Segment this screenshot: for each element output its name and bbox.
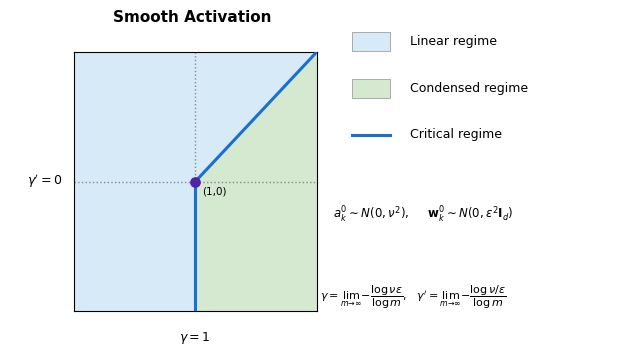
Text: Condensed regime: Condensed regime (410, 82, 528, 95)
Point (190, 179, 200, 184)
Polygon shape (195, 52, 317, 311)
Polygon shape (74, 52, 317, 311)
FancyBboxPatch shape (352, 79, 390, 98)
Text: (1,0): (1,0) (202, 186, 227, 197)
Text: Linear regime: Linear regime (410, 35, 497, 48)
Text: $\gamma' = 0$: $\gamma' = 0$ (28, 173, 63, 190)
Text: $\gamma = 1$: $\gamma = 1$ (179, 330, 211, 346)
Text: $a_k^0 \sim N(0, \nu^2)$,     $\mathbf{w}_k^0 \sim N(0, \epsilon^2\mathbf{I}_d)$: $a_k^0 \sim N(0, \nu^2)$, $\mathbf{w}_k^… (333, 204, 513, 225)
Text: Critical regime: Critical regime (410, 128, 502, 142)
FancyBboxPatch shape (352, 32, 390, 51)
Text: Smooth Activation: Smooth Activation (113, 10, 271, 25)
Text: $\gamma = \lim_{m\to\infty} -\dfrac{\log \nu\epsilon}{\log m}$,   $\gamma' = \li: $\gamma = \lim_{m\to\infty} -\dfrac{\log… (320, 284, 506, 311)
